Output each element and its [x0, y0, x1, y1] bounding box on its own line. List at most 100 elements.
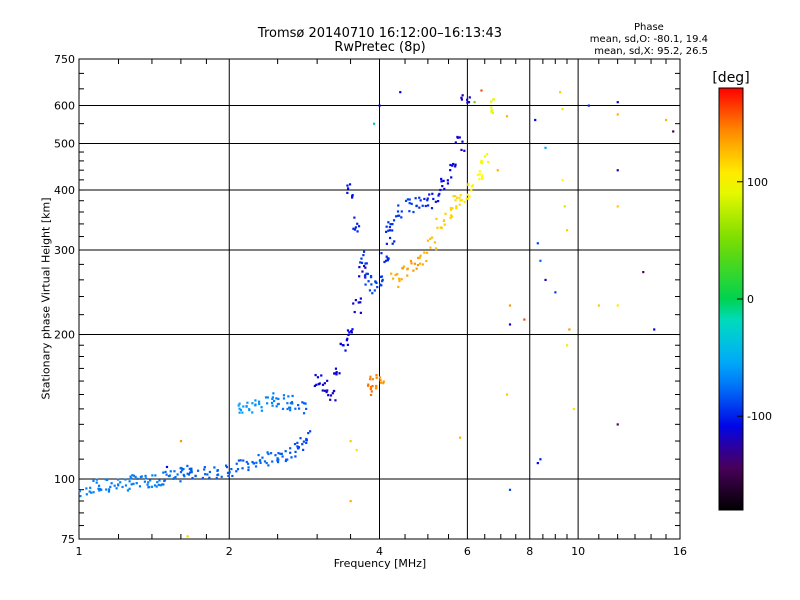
data-point: [421, 263, 424, 266]
data-point: [126, 489, 130, 492]
data-point: [124, 484, 128, 487]
data-point: [227, 474, 230, 478]
data-point: [85, 487, 88, 490]
data-point: [616, 101, 619, 104]
data-point: [423, 197, 426, 201]
data-point: [419, 262, 422, 265]
data-point: [305, 441, 308, 445]
data-point: [150, 485, 154, 488]
data-point: [364, 262, 367, 265]
x-tick-label: 6: [464, 545, 471, 558]
data-point: [323, 382, 326, 385]
data-point: [270, 401, 274, 405]
data-point: [426, 199, 429, 202]
data-point: [269, 452, 273, 455]
data-point: [450, 176, 453, 179]
data-point: [389, 223, 392, 226]
data-point: [418, 256, 421, 259]
data-point: [367, 383, 370, 386]
data-point: [282, 397, 286, 400]
data-point: [534, 118, 537, 122]
data-point: [352, 302, 355, 305]
data-point: [369, 393, 373, 397]
data-point: [271, 397, 274, 401]
y-tick-label: 750: [54, 53, 75, 66]
data-point: [284, 450, 287, 453]
data-point: [429, 237, 432, 240]
y-tick-label: 100: [54, 473, 75, 486]
data-point: [417, 256, 420, 260]
data-point: [616, 169, 619, 172]
data-point: [241, 411, 244, 414]
data-point: [277, 397, 280, 401]
data-point: [400, 216, 403, 219]
data-point: [359, 297, 362, 300]
data-point: [642, 270, 645, 274]
data-point: [365, 272, 368, 275]
data-point: [466, 101, 469, 104]
data-point: [452, 194, 455, 198]
data-point: [505, 393, 509, 396]
data-point: [190, 471, 193, 474]
data-point: [301, 401, 304, 404]
data-point: [414, 197, 417, 200]
data-point: [375, 374, 378, 377]
data-point: [331, 392, 334, 395]
data-point: [97, 484, 101, 487]
data-point: [425, 259, 428, 263]
data-point: [425, 251, 429, 254]
data-point: [347, 333, 350, 336]
data-point: [132, 474, 136, 477]
data-point: [245, 405, 248, 408]
data-point: [351, 196, 354, 199]
data-point: [459, 436, 462, 439]
data-point: [432, 197, 435, 201]
data-point: [412, 210, 415, 214]
data-point: [440, 180, 443, 183]
data-point: [316, 376, 320, 379]
data-point: [191, 476, 194, 480]
data-point: [455, 205, 458, 208]
data-point: [616, 304, 619, 307]
chart-title: Tromsø 20140710 16:12:00–16:13:43: [257, 26, 503, 41]
data-point: [190, 467, 193, 470]
data-point: [206, 473, 209, 476]
data-point: [246, 462, 250, 465]
data-point: [186, 464, 189, 468]
data-point: [220, 475, 223, 478]
data-point: [190, 469, 193, 472]
data-point: [349, 499, 352, 503]
data-point: [402, 265, 405, 268]
data-point: [274, 454, 277, 457]
data-point: [224, 464, 228, 467]
data-point: [427, 204, 430, 207]
data-point: [286, 407, 289, 411]
data-point: [378, 104, 381, 107]
data-point: [267, 452, 270, 456]
data-point: [441, 184, 444, 188]
data-point: [346, 329, 350, 332]
colorbar-label: [deg]: [712, 70, 749, 86]
data-point: [449, 169, 452, 172]
data-point: [237, 459, 241, 462]
data-point: [90, 491, 93, 494]
data-point: [238, 402, 241, 405]
data-point: [104, 478, 107, 481]
data-point: [154, 474, 157, 477]
data-point: [335, 371, 338, 374]
y-tick-label: 75: [61, 533, 75, 546]
data-point: [167, 474, 170, 478]
data-point: [385, 255, 388, 258]
data-point: [153, 484, 157, 487]
x-tick-label: 4: [376, 545, 383, 558]
data-point: [109, 485, 112, 489]
data-point: [147, 486, 150, 489]
data-point: [286, 458, 289, 461]
data-point: [309, 430, 312, 433]
data-point: [228, 471, 231, 474]
data-point: [386, 259, 389, 262]
data-point: [277, 402, 280, 406]
data-point: [326, 389, 329, 392]
data-point: [376, 286, 379, 289]
data-point: [361, 270, 364, 273]
